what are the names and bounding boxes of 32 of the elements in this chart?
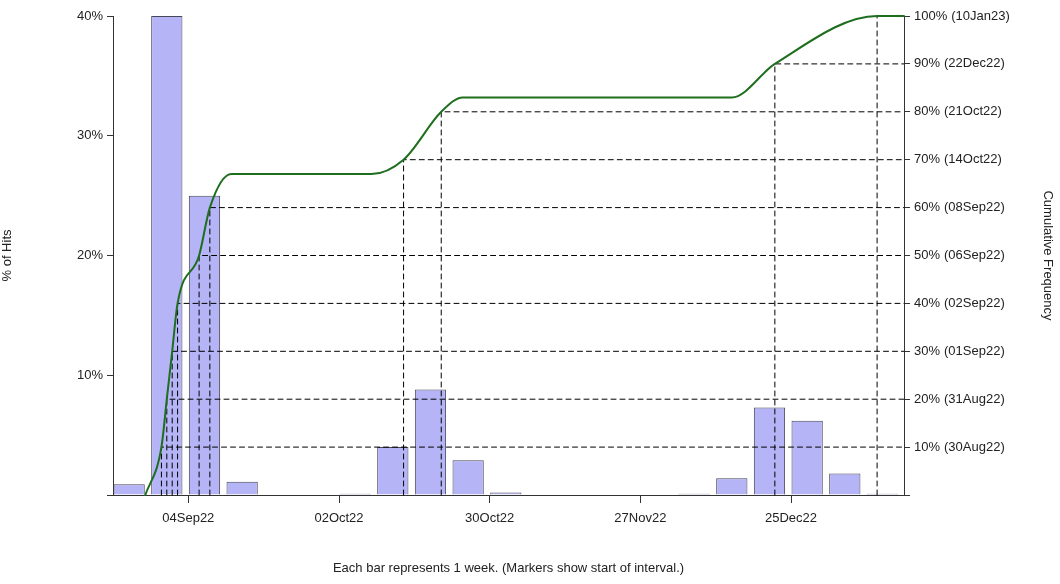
- x-tick-label: 30Oct22: [465, 510, 515, 526]
- y-tick-label: 40%: [76, 7, 104, 23]
- y2-tick-label: 50%: [914, 247, 941, 263]
- y2-tick-label: 80%: [914, 103, 941, 119]
- text: Cumulative Frequency: [1041, 190, 1057, 322]
- text: (14Oct22): [944, 151, 1002, 167]
- y-tick-label: 30%: [76, 127, 104, 143]
- y-tick-label: 20%: [76, 247, 104, 263]
- text: (06Sep22): [944, 247, 1005, 263]
- y2-tick-label: 90%: [914, 55, 941, 71]
- y2-tick-label: 20%: [914, 390, 941, 406]
- text: (31Aug22): [944, 390, 1005, 406]
- y-axis-title: % of Hits: [0, 229, 15, 282]
- text: (01Sep22): [944, 342, 1005, 358]
- text: (10Jan23): [951, 7, 1010, 23]
- x-axis-title: Each bar represents 1 week. (Markers show start of interval.): [332, 559, 685, 575]
- y-tick-label: 10%: [76, 366, 104, 382]
- x-tick-label: 27Nov22: [614, 510, 667, 526]
- x-tick-label: 25Dec22: [764, 510, 818, 526]
- text: (02Sep22): [944, 294, 1005, 310]
- y2-tick-label: 60%: [914, 199, 941, 215]
- text: (08Sep22): [944, 199, 1005, 215]
- x-tick-label: 02Oct22: [314, 510, 364, 526]
- y2-tick-label: 40%: [914, 294, 941, 310]
- text: (30Aug22): [944, 438, 1005, 454]
- x-tick-label: 04Sep22: [162, 510, 215, 526]
- y2-tick-label: 100%: [914, 7, 948, 23]
- y2-tick-label: 70%: [914, 151, 941, 167]
- text: (21Oct22): [944, 103, 1002, 119]
- y2-tick-label: 10%: [914, 438, 941, 454]
- y2-tick-label: 30%: [914, 342, 941, 358]
- text: (22Dec22): [944, 55, 1005, 71]
